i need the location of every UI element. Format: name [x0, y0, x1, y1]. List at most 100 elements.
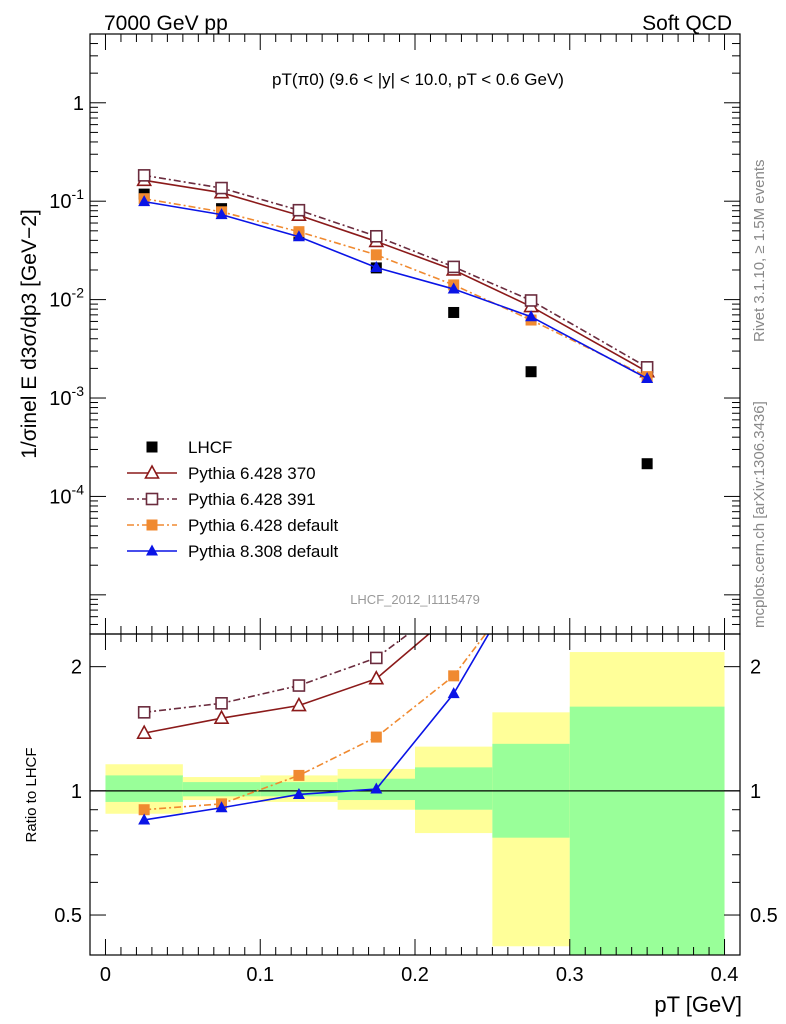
data-point-1-1: [215, 697, 228, 710]
data-point-4-2: [292, 230, 305, 242]
main-y-tick-label: 10-1: [49, 186, 84, 213]
ratio-y-tick-label-right: 0.5: [750, 905, 778, 927]
header-right: Soft QCD: [642, 12, 732, 35]
data-point-4-3: [370, 260, 383, 272]
data-point-3-6: [641, 428, 653, 439]
legend-marker-0: [146, 441, 158, 453]
main-y-tick-label: 1: [73, 93, 84, 115]
series-1: [137, 382, 653, 719]
data-point-0-0: [136, 724, 153, 739]
ratio-y-tick-label-right: 1: [750, 781, 761, 803]
main-y-tick-label: 10-2: [49, 285, 84, 312]
header-left: 7000 GeV pp: [104, 12, 228, 35]
ratio-y-tick-label-right: 2: [750, 657, 761, 679]
legend-label-0: LHCF: [188, 438, 232, 457]
legend-entry-0: LHCF: [146, 438, 232, 457]
data-point-2-5: [524, 294, 538, 307]
series-1: [136, 171, 655, 378]
data-point-3-5: [525, 555, 537, 566]
data-point-3-4: [447, 687, 460, 699]
x-tick-label: 0.1: [246, 964, 274, 986]
side-label-rivet: Rivet 3.1.10, ≥ 1.5M events: [751, 160, 768, 343]
legend-entry-3: Pythia 6.428 default: [127, 516, 339, 535]
ratio-series-layer: [136, 382, 654, 825]
x-tick-label: 0.3: [556, 964, 584, 986]
data-point-2-0: [138, 804, 150, 816]
band-green-6: [569, 706, 725, 955]
series-0: [136, 398, 654, 739]
data-point-1-6: [642, 382, 653, 393]
data-point-0-5: [525, 510, 538, 522]
ratio-uncertainty-bands: [105, 652, 725, 955]
series-3: [138, 193, 653, 383]
legend-entry-2: Pythia 6.428 391: [127, 490, 316, 509]
data-point-2-2: [292, 203, 306, 217]
data-point-2-1: [215, 181, 228, 195]
data-point-0-6: [641, 458, 653, 470]
side-label-mcplots: mcplots.cern.ch [arXiv:1306.3436]: [751, 401, 768, 628]
ratio-y-tick-label: 1: [71, 781, 82, 803]
data-point-3-3: [370, 249, 382, 261]
ratio-y-tick-label: 2: [71, 657, 82, 679]
data-point-4-4: [447, 282, 460, 294]
band-green-0: [105, 775, 183, 802]
data-point-2-4: [447, 260, 460, 274]
x-tick-label: 0.4: [711, 964, 739, 986]
main-series-layer: [136, 169, 655, 470]
main-y-tick-label: 10-4: [49, 481, 84, 508]
data-point-4-6: [641, 371, 654, 383]
data-point-2-4: [448, 670, 460, 682]
data-point-2-5: [526, 569, 537, 580]
data-point-2-3: [370, 731, 382, 743]
legend-marker-2: [145, 492, 159, 506]
watermark: LHCF_2012_I1115479: [350, 592, 480, 607]
data-point-0-5: [525, 366, 537, 378]
data-point-3-0: [138, 813, 151, 825]
data-point-0-6: [641, 398, 654, 410]
series-2: [137, 169, 654, 374]
data-point-0-4: [447, 606, 460, 618]
x-tick-label: 0: [100, 964, 111, 986]
series-3: [138, 428, 653, 825]
legend-marker-1: [144, 464, 160, 479]
x-tick-label: 0.2: [401, 964, 429, 986]
band-green-1: [182, 782, 261, 797]
data-point-4-0: [138, 195, 151, 207]
data-point-2-6: [642, 420, 653, 431]
series-0: [138, 188, 653, 470]
legend-marker-3: [146, 519, 158, 531]
y-axis-label-ratio: Ratio to LHCF: [23, 747, 40, 842]
data-point-3-1: [215, 801, 228, 813]
data-point-2-3: [370, 229, 383, 243]
main-y-tick-label: 10-3: [49, 383, 84, 410]
data-point-3-2: [292, 787, 305, 799]
x-axis-label: pT [GeV]: [654, 992, 742, 1017]
series-line-4: [144, 200, 648, 380]
data-point-2-2: [293, 769, 305, 781]
ratio-y-tick-label: 0.5: [54, 905, 82, 927]
chart-title: pT(π0) (9.6 < |y| < 10.0, pT < 0.6 GeV): [272, 70, 564, 89]
data-point-0-4: [448, 306, 460, 318]
series-line-3: [144, 197, 648, 378]
data-point-0-3: [368, 670, 385, 685]
axes-layer: 10-4 10-3 10-2 10-1 1 0 0.1 0.2 0.3 0.4 0.5 0.5 1 1 2 2: [49, 33, 778, 986]
data-point-0-2: [291, 696, 307, 712]
legend-label-2: Pythia 6.428 391: [188, 490, 316, 509]
data-point-1-2: [292, 679, 306, 692]
data-point-0-1: [213, 709, 230, 725]
legend-label-3: Pythia 6.428 default: [188, 516, 339, 535]
band-green-4: [415, 767, 493, 810]
data-point-3-3: [370, 782, 383, 794]
data-point-2-0: [137, 169, 151, 182]
data-point-1-3: [370, 651, 383, 665]
legend-label-4: Pythia 8.308 default: [188, 542, 339, 561]
legend-entry-4: Pythia 8.308 default: [127, 542, 339, 561]
y-axis-label-main: 1/σinel E d3σ/dp3 [GeV−2]: [18, 209, 41, 459]
data-point-1-0: [137, 706, 151, 719]
data-point-1-5: [526, 487, 537, 498]
legend-entry-1: Pythia 6.428 370: [127, 464, 316, 483]
legend: LHCF Pythia 6.428 370 Pythia 6.428 391 Pyth…: [127, 438, 339, 561]
legend-marker-4: [146, 544, 158, 556]
data-point-4-5: [525, 310, 538, 322]
